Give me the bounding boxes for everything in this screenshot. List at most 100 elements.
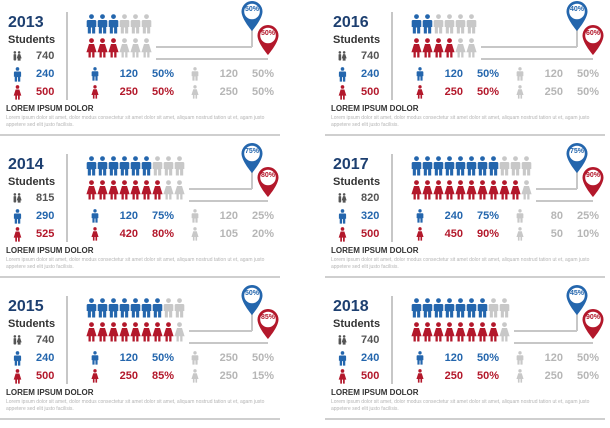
year-title: 2015 [8,298,44,315]
students-label: Students [8,318,56,330]
male-pin-marker: 50% [240,284,264,316]
female-icon [119,322,130,342]
female-remainder-row: 250 50% [515,84,599,100]
female-icon [152,180,163,200]
male-icon [433,156,444,176]
female-icon-grey [466,38,477,58]
female-icon [90,369,100,383]
male-icon-grey [444,14,455,34]
students-label: Students [333,34,381,46]
male-detail-row: 120 75% [90,208,174,224]
male-icon [477,298,488,318]
female-pin-value: 85% [260,314,275,321]
female-remainder-count: 50 [550,228,563,240]
female-icon [433,38,444,58]
total-students-row: 820 [333,190,379,206]
female-pictogram-row [411,180,532,200]
female-students-row: 500 [8,84,54,100]
male-pictogram-row [86,156,185,176]
male-icon [86,298,97,318]
female-icon [86,38,97,58]
male-icon [119,156,130,176]
male-detail-row: 120 50% [415,350,499,366]
male-icon [97,156,108,176]
male-icon-grey [174,298,185,318]
female-icon [455,322,466,342]
female-pin-marker: 80% [256,166,280,198]
students-label: Students [333,318,381,330]
female-icon [86,322,97,342]
male-icon-grey [515,67,525,81]
female-icon-grey [499,322,510,342]
female-icon [130,322,141,342]
male-students-row: 240 [8,66,54,82]
female-icon [444,180,455,200]
section-body-text: Lorem ipsum dolor sit amet, dolor modus … [331,115,590,128]
divider [325,276,605,278]
male-icon-grey [515,351,525,365]
female-detail-count: 250 [119,370,138,382]
female-pin-marker: 50% [256,24,280,56]
connector-line [189,188,252,190]
female-icon [108,38,119,58]
divider [325,418,605,420]
female-icon [422,38,433,58]
couple-icon [333,51,351,61]
year-title: 2016 [333,14,369,31]
couple-icon [8,335,26,345]
female-students-value: 500 [361,228,380,240]
female-detail-row: 250 50% [415,368,499,384]
female-icon [8,226,26,242]
connector-line [189,200,268,202]
section-heading: LOREM IPSUM DOLOR [331,388,419,397]
year-panel-2015: 2015 Students 740 240 500 50% 85% 120 50% 250 85% 2… [0,284,285,426]
total-students-value: 820 [361,192,380,204]
female-pin-marker: 85% [256,308,280,340]
total-students-row: 740 [333,48,379,64]
male-icon [90,67,100,81]
section-heading: LOREM IPSUM DOLOR [331,104,419,113]
male-icon-grey [190,351,200,365]
section-body-text: Lorem ipsum dolor sit amet, dolor modus … [331,257,590,270]
total-students-value: 740 [361,50,380,62]
female-students-value: 500 [36,370,55,382]
year-title: 2018 [333,298,369,315]
male-icon-grey [466,14,477,34]
male-remainder-row: 250 50% [190,350,274,366]
male-remainder-percent: 50% [576,68,599,80]
couple-icon [8,193,26,203]
male-icon [433,298,444,318]
female-icon-grey [455,38,466,58]
female-pin-value: 90% [585,314,600,321]
female-detail-percent: 50% [151,86,174,98]
male-icon [141,298,152,318]
female-icon [333,368,351,384]
male-icon [108,156,119,176]
male-icon [8,350,26,366]
female-icon-grey [190,369,200,383]
female-icon-grey [190,227,200,241]
connector-line [536,188,577,190]
female-icon [422,180,433,200]
male-detail-percent: 50% [476,352,499,364]
male-icon [333,350,351,366]
male-pictogram-row [86,14,152,34]
female-pictogram-row [86,180,185,200]
divider [391,154,393,242]
male-icon [411,298,422,318]
male-icon [119,298,130,318]
female-icon [97,180,108,200]
female-remainder-percent: 10% [576,228,599,240]
section-heading: LOREM IPSUM DOLOR [331,246,419,255]
male-icon-grey [433,14,444,34]
students-label: Students [8,34,56,46]
total-students-row: 740 [8,332,54,348]
divider [66,12,68,100]
male-icon-grey [510,156,521,176]
male-detail-row: 120 50% [415,66,499,82]
male-detail-percent: 50% [151,352,174,364]
students-label: Students [333,176,381,188]
male-icon [152,298,163,318]
male-detail-count: 240 [444,210,463,222]
female-students-row: 500 [333,84,379,100]
